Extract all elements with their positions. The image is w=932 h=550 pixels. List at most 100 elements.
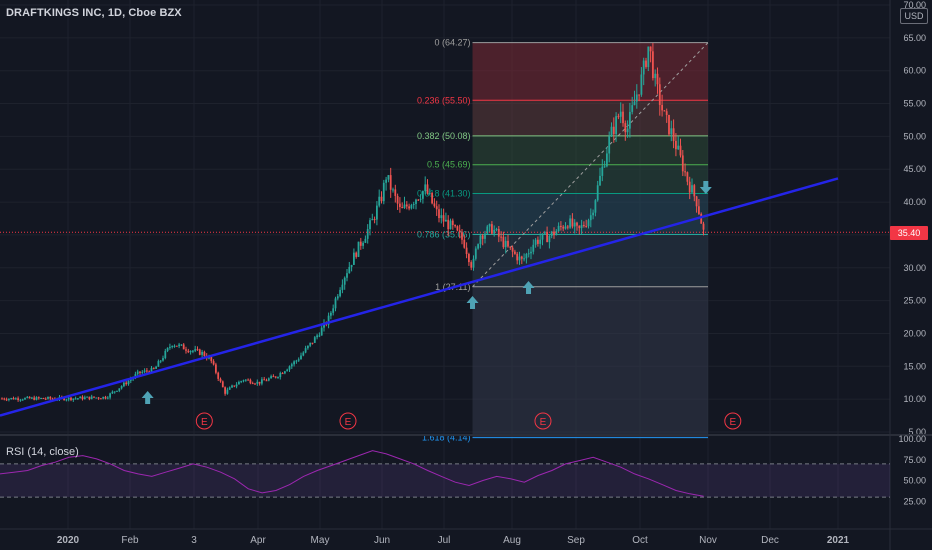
candle-body bbox=[28, 396, 31, 399]
candle-body bbox=[518, 256, 521, 261]
candle-body bbox=[401, 206, 404, 209]
candle-body bbox=[125, 382, 128, 385]
candle-body bbox=[619, 111, 622, 117]
time-tick-label: Oct bbox=[632, 535, 648, 546]
candle-body bbox=[254, 383, 256, 385]
candle-body bbox=[495, 228, 498, 230]
candle-body bbox=[433, 203, 436, 207]
time-tick-label: Apr bbox=[250, 535, 266, 546]
candle-body bbox=[534, 239, 537, 245]
candle-body bbox=[431, 192, 433, 204]
candle-body bbox=[661, 104, 663, 111]
candle-body bbox=[267, 378, 270, 381]
candle-body bbox=[256, 381, 259, 384]
candle-body bbox=[548, 235, 551, 243]
candle-body bbox=[118, 388, 121, 391]
candle-body bbox=[654, 73, 657, 79]
candle-body bbox=[599, 175, 601, 186]
candle-body bbox=[576, 222, 578, 226]
candle-body bbox=[263, 379, 266, 381]
candle-body bbox=[378, 196, 381, 206]
fib-level-label: 0.382 (50.08) bbox=[417, 131, 471, 141]
candle-body bbox=[541, 233, 544, 240]
candle-body bbox=[300, 355, 302, 360]
candle-body bbox=[42, 397, 45, 399]
candle-body bbox=[293, 361, 295, 365]
candle-body bbox=[392, 189, 394, 191]
candle-body bbox=[656, 73, 659, 85]
candle-body bbox=[435, 206, 438, 210]
candle-body bbox=[672, 128, 675, 141]
candle-body bbox=[70, 397, 72, 401]
candle-body bbox=[422, 191, 424, 199]
price-tick-label: 30.00 bbox=[903, 263, 926, 273]
candle-body bbox=[504, 240, 507, 248]
candle-body bbox=[198, 349, 201, 355]
currency-badge[interactable]: USD bbox=[900, 8, 928, 24]
fib-level-label: 0.5 (45.69) bbox=[427, 160, 471, 170]
fib-zone bbox=[472, 286, 708, 438]
candle-body bbox=[587, 220, 590, 227]
candle-body bbox=[235, 384, 238, 387]
candle-body bbox=[19, 399, 22, 401]
candle-body bbox=[270, 376, 272, 379]
candle-body bbox=[488, 224, 491, 227]
time-axis[interactable]: 2020 Feb 3 Apr May Jun Jul Aug Sep Oct Nov Dec 2021 bbox=[0, 528, 932, 546]
candle-body bbox=[447, 219, 450, 230]
candle-body bbox=[24, 397, 26, 400]
up-arrow-icon bbox=[466, 296, 479, 309]
price-axis[interactable]: 70.0065.0060.0055.0050.0045.0040.0035.00… bbox=[889, 0, 932, 550]
candle-body bbox=[608, 136, 611, 154]
candle-body bbox=[295, 360, 298, 362]
candle-body bbox=[136, 371, 139, 375]
candle-body bbox=[219, 378, 222, 382]
time-tick-label: Jul bbox=[438, 535, 451, 546]
candle-body bbox=[440, 215, 443, 219]
candle-body bbox=[309, 342, 312, 346]
candle-body bbox=[102, 396, 105, 399]
candle-body bbox=[557, 225, 560, 232]
candle-body bbox=[573, 222, 576, 227]
candle-body bbox=[274, 376, 277, 378]
price-tick-label: 5.00 bbox=[908, 427, 926, 437]
candle-body bbox=[5, 399, 8, 401]
candle-body bbox=[109, 393, 111, 398]
candle-body bbox=[203, 351, 206, 357]
fibonacci-retracement[interactable]: 0 (64.27) 0.236 (55.50) 0.382 (50.08) 0.5 (… bbox=[417, 38, 709, 443]
rsi-title: RSI (14, close) bbox=[6, 446, 79, 458]
candle-body bbox=[201, 351, 203, 355]
candle-body bbox=[642, 60, 645, 75]
candle-body bbox=[394, 189, 397, 196]
candle-body bbox=[116, 390, 118, 392]
candle-body bbox=[546, 232, 548, 243]
rsi-pane: 100.00 75.00 50.00 25.00 bbox=[0, 434, 932, 506]
candle-body bbox=[139, 371, 141, 373]
candle-body bbox=[500, 236, 502, 238]
candle-body bbox=[640, 74, 643, 95]
candle-body bbox=[164, 350, 167, 359]
candle-body bbox=[481, 235, 484, 239]
candle-body bbox=[670, 128, 673, 135]
trendline[interactable] bbox=[0, 177, 839, 417]
candle-body bbox=[458, 230, 461, 233]
candle-body bbox=[479, 235, 482, 245]
time-tick-label: Nov bbox=[699, 535, 717, 546]
chart-grid bbox=[0, 0, 890, 529]
candle-body bbox=[387, 175, 390, 180]
candle-body bbox=[428, 192, 431, 194]
candle-body bbox=[606, 153, 608, 167]
candle-body bbox=[162, 358, 164, 361]
earnings-marker bbox=[195, 412, 213, 430]
candle-body bbox=[631, 105, 634, 112]
fib-zone bbox=[472, 234, 708, 287]
candle-body bbox=[320, 327, 323, 336]
candle-body bbox=[376, 205, 378, 220]
candle-body bbox=[208, 356, 210, 359]
candle-body bbox=[288, 366, 291, 370]
candle-body bbox=[589, 215, 592, 221]
candle-body bbox=[90, 396, 93, 400]
candle-body bbox=[405, 204, 408, 207]
symbol-title: DRAFTKINGS INC, 1D, Cboe BZX bbox=[6, 7, 182, 19]
candle-body bbox=[332, 308, 335, 313]
candle-body bbox=[8, 398, 10, 400]
